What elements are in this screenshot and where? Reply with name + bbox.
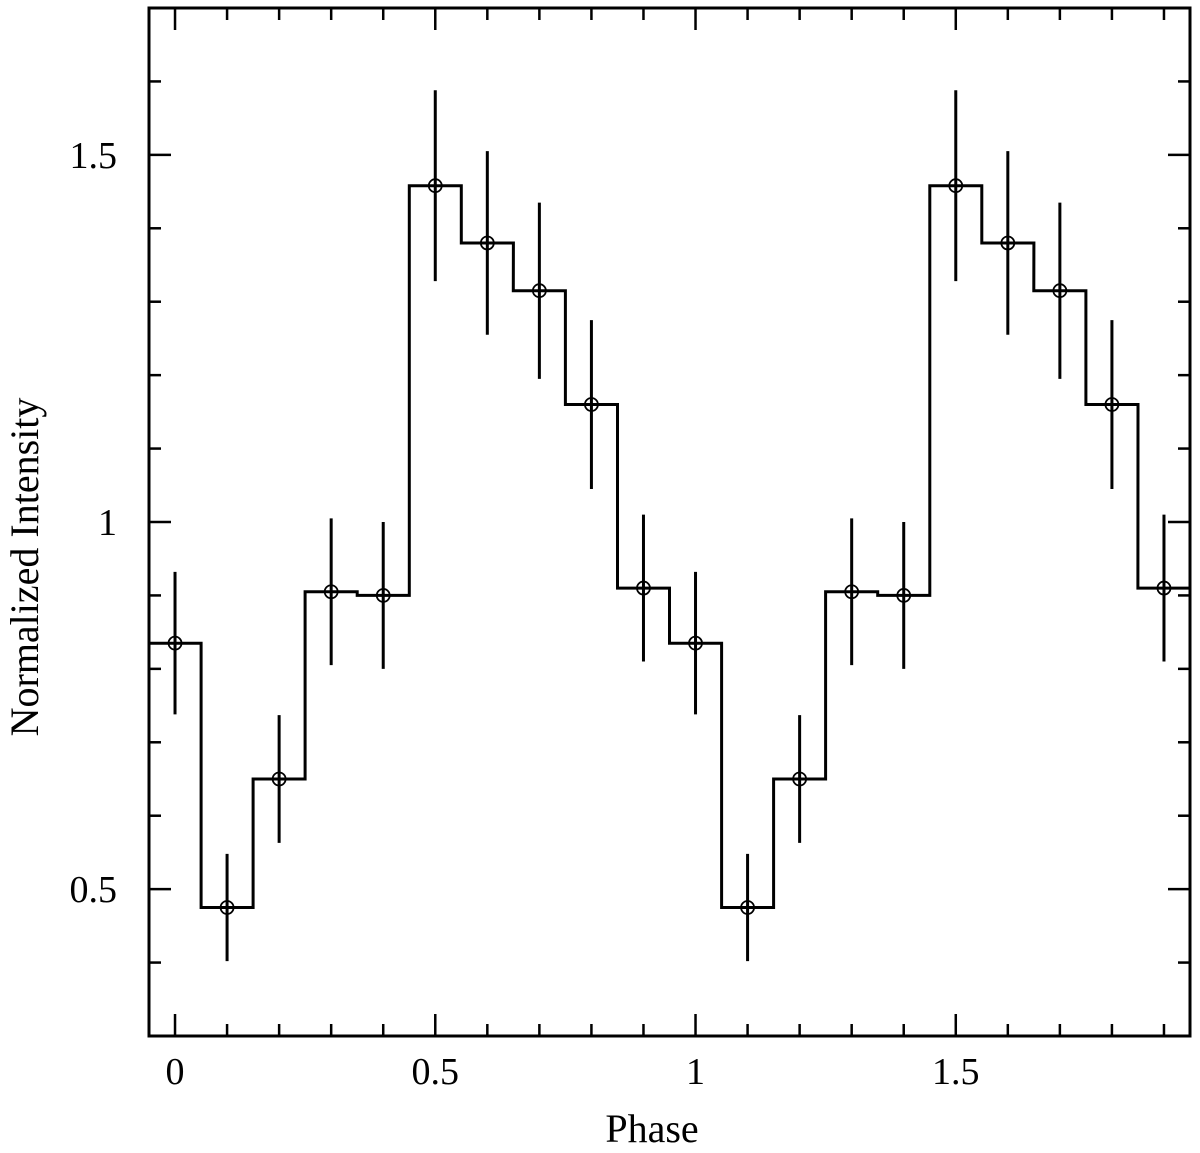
data-point	[584, 397, 599, 412]
y-axis-label: Normalized Intensity	[2, 398, 47, 737]
y-tick-labels: 0.5 1 1.5	[70, 135, 118, 911]
data-point	[948, 178, 964, 194]
axis-ticks	[149, 8, 1190, 1036]
data-point	[896, 588, 912, 603]
data-point	[531, 283, 547, 299]
data-points	[167, 178, 1172, 915]
data-point	[167, 635, 183, 651]
data-point	[792, 771, 808, 787]
data-point	[271, 771, 287, 787]
data-point	[1000, 235, 1016, 251]
data-point	[636, 580, 651, 596]
step-line	[149, 184, 1190, 909]
plot-frame	[147, 6, 1192, 1038]
y-tick-label: 1.5	[70, 135, 118, 177]
data-point	[427, 178, 443, 194]
x-tick-label: 1.5	[932, 1051, 980, 1093]
data-point	[479, 235, 495, 251]
data-point	[1104, 397, 1120, 412]
x-tick-label: 0	[166, 1051, 185, 1093]
data-point	[375, 588, 391, 603]
data-point	[1052, 283, 1068, 299]
data-point	[844, 584, 860, 600]
x-tick-label: 1	[686, 1051, 705, 1093]
x-tick-label: 0.5	[412, 1051, 460, 1093]
data-point	[219, 900, 235, 915]
error-bars	[173, 90, 1166, 962]
data-point	[740, 900, 755, 915]
y-tick-label: 1	[98, 502, 117, 544]
data-point	[1156, 580, 1172, 596]
x-axis-label: Phase	[605, 1106, 698, 1151]
x-tick-labels: 0 0.5 1 1.5	[166, 1051, 980, 1093]
data-point	[688, 635, 703, 651]
y-tick-label: 0.5	[70, 869, 118, 911]
data-point	[323, 584, 339, 600]
